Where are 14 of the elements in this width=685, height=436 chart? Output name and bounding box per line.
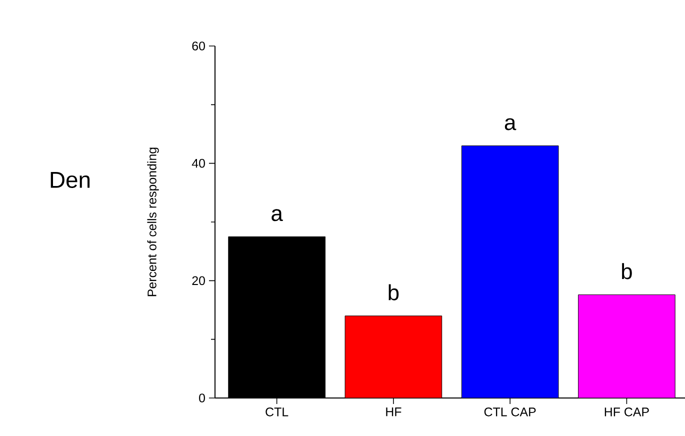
y-tick-label: 60 bbox=[192, 42, 205, 50]
text: Den bbox=[50, 172, 90, 188]
annotation: a bbox=[272, 209, 283, 222]
y-tick-label: 40 bbox=[192, 158, 205, 168]
x-tick-label: CTL CAP bbox=[484, 408, 536, 416]
y-axis-title: Percent of cells responding bbox=[147, 148, 159, 296]
x-tick-label: HF bbox=[386, 408, 402, 416]
annotation: a bbox=[504, 118, 516, 130]
annotation: b bbox=[388, 284, 399, 300]
x-tick-label: HF CAP bbox=[604, 408, 649, 416]
x-tick-label: CTL bbox=[266, 408, 288, 416]
annotation: b bbox=[622, 263, 632, 280]
y-tick-label: 20 bbox=[192, 276, 205, 286]
y-tick-label: 0 bbox=[199, 394, 205, 402]
